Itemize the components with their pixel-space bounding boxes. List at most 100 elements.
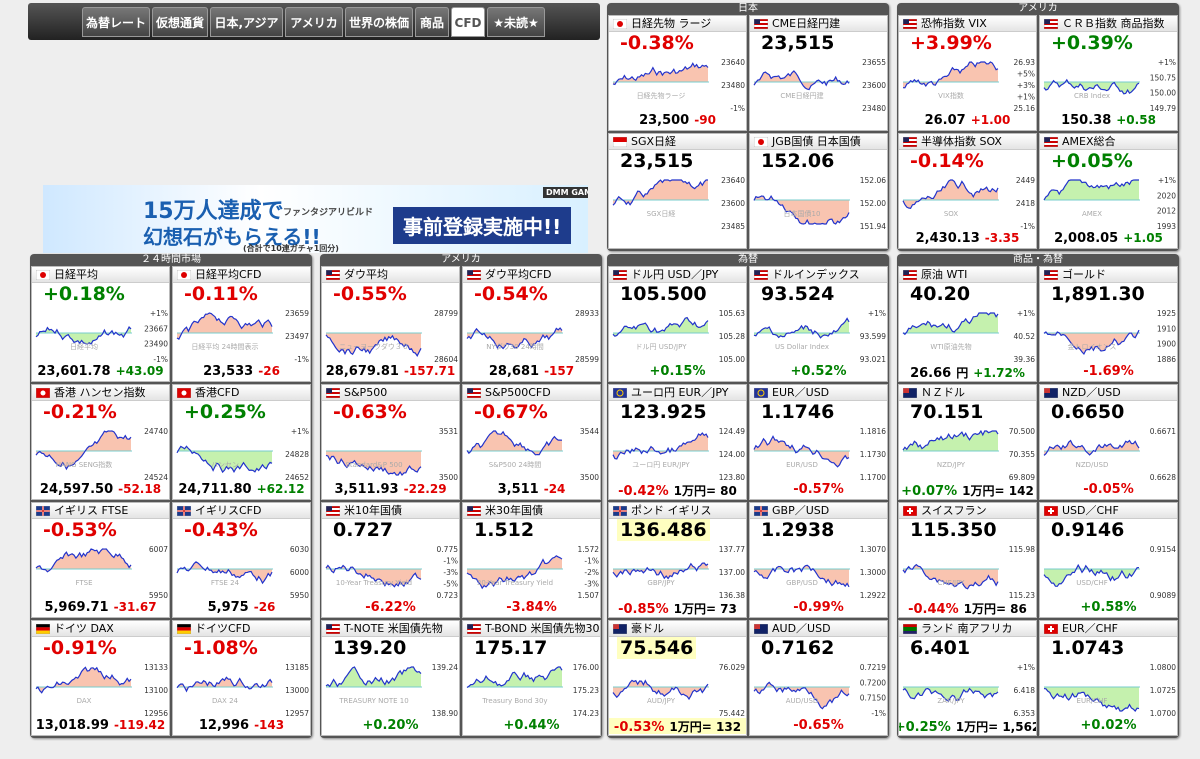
flag-part [617, 21, 623, 27]
tile-head: 93.524 [761, 283, 835, 305]
tab[interactable]: 仮想通貨 [152, 7, 208, 37]
axis-label: 23480 [862, 104, 886, 112]
flag [903, 270, 917, 280]
tile[interactable]: FTSE 6007 5950 イギリス FTSE -0.53% 5,969.71 -31.6… [31, 502, 170, 618]
tile[interactable]: AUD/USD 0.7219 0.7200 0.7150 -1% AUD／USD 0.716… [749, 620, 888, 736]
tile[interactable]: 日経平均 24時間表示 23659 23497 -1% 日経平均CFD -0.11% 23,… [172, 266, 311, 382]
foot-text: -0.65% [793, 718, 844, 733]
flag-part [754, 19, 760, 24]
tab[interactable]: ★未読★ [487, 7, 545, 37]
tile[interactable]: NYダウ30 24時間 28933 28599 ダウ平均CFD -0.54% 28,681… [462, 266, 601, 382]
flag [613, 506, 627, 516]
flag [754, 270, 768, 280]
tile[interactable]: VIX指数 26.93 +5% +3% +1% 25.16 恐怖指数 VIX +3.99% 26… [898, 15, 1037, 131]
tile[interactable]: AMEX +1% 2020 2012 1993 AMEX総合 +0.05% 2,008.05 +… [1039, 133, 1178, 249]
tile[interactable]: ZAR/JPY +1% 6.418 6.353 ランド 南アフリカ 6.401 +0.25%… [898, 620, 1037, 736]
tab[interactable]: 世界の株価 [345, 7, 413, 37]
chart-watermark: HANG SENG指数 [56, 460, 112, 469]
tile[interactable]: TREASURY NOTE 10 139.24 138.90 T-NOTE 米国債先物… [321, 620, 460, 736]
sparkline: US Dollar Index +1% 93.599 93.021 [753, 309, 886, 363]
axis-label: 0.7219 [860, 663, 886, 672]
foot-text: -0.57% [793, 482, 844, 497]
tab[interactable]: アメリカ [285, 7, 343, 37]
tile[interactable]: ユーロ円 EUR/JPY 124.49 124.00 123.80 ユーロ円 EUR／J… [608, 384, 747, 500]
tile[interactable]: NZD/JPY 70.500 70.355 69.809 ＮＺドル 70.151 +0.07… [898, 384, 1037, 500]
tab[interactable]: 日本,アジア [210, 7, 283, 37]
tile[interactable]: CHF/JPY 115.98 115.23 スイスフラン 115.350 -0.44% 1万… [898, 502, 1037, 618]
sparkline: 金トロイオンス 1925 1910 1900 1886 [1043, 309, 1176, 363]
tile[interactable]: HANG SENG指数 24740 24524 香港 ハンセン指数 -0.21% 24,5… [31, 384, 170, 500]
tile[interactable]: FTSE 24 6030 6000 5950 イギリスCFD -0.43% 5,975 -26 [172, 502, 311, 618]
tile[interactable]: DAX 24 13185 13000 12957 ドイツCFD -1.08% 12,996-… [172, 620, 311, 736]
axis-label: 40.52 [1014, 332, 1036, 341]
axis-label: 138.90 [432, 709, 458, 717]
tile[interactable]: 日本国債10 152.06 152.00 151.94 JGB国債 日本国債 152.06 [749, 133, 888, 249]
tile-name: 日経平均 [32, 267, 169, 283]
flag-part [754, 19, 768, 21]
axis-label: 23600 [862, 81, 886, 90]
axis-label: -3% [584, 580, 599, 589]
foot-text: -52.18 [118, 482, 162, 496]
tab[interactable]: 為替レート [82, 7, 150, 37]
tile[interactable]: GBP/USD 1.3070 1.3000 1.2922 GBP／USD 1.2938 -0… [749, 502, 888, 618]
tile[interactable]: ハンセン +1% 24828 24652 香港CFD +0.25% 24,711.80 +62… [172, 384, 311, 500]
tile[interactable]: EUR/USD 1.1816 1.1730 1.1700 EUR／USD 1.1746 -0… [749, 384, 888, 500]
tile-foot: -0.85% 1万円= 73 [609, 600, 746, 617]
flag-part [467, 506, 481, 508]
tile[interactable]: CRB Index +1% 150.75 150.00 149.79 ＣＲＢ指数 商品指数… [1039, 15, 1178, 131]
flag-part [467, 388, 473, 393]
axis-label: 24524 [144, 473, 168, 481]
tile[interactable]: ドル円 USD/JPY 105.63 105.28 105.00 ドル円 USD／JPY… [608, 266, 747, 382]
tile[interactable]: GBP/JPY 137.77 137.00 136.38 ポンド イギリス 136.486… [608, 502, 747, 618]
tile[interactable]: SOX 2449 2418 -1% 半導体指数 SOX -0.14% 2,430.13 -3.… [898, 133, 1037, 249]
sparkline-line [753, 681, 850, 710]
flag [36, 270, 50, 280]
tile[interactable]: EUR/CHF 1.0800 1.0725 1.0700 EUR／CHF 1.0743 +0… [1039, 620, 1178, 736]
tile[interactable]: SGX日経 23640 23600 23485 SGX日経 23,515 [608, 133, 747, 249]
axis-label: 137.77 [719, 545, 745, 554]
tile-name: AUD／USD [750, 621, 887, 637]
tile[interactable]: NZD/USD 0.6671 0.6628 NZD／USD 0.6650 -0.05% [1039, 384, 1178, 500]
ad-banner[interactable]: 15万人達成で 幻想石がもらえる!! (合計で10連ガチャ1回分) ファンタジアリビル… [43, 185, 588, 253]
tile[interactable]: S&P500 24時間 3544 3500 S&P500CFD -0.67% 3,511-… [462, 384, 601, 500]
axis-label: 70.355 [1009, 450, 1035, 459]
tile[interactable]: WTI原油先物 +1% 40.52 39.36 原油 WTI 40.20 26.66 円 +1.… [898, 266, 1037, 382]
sparkline-line [466, 666, 563, 688]
flag-part [903, 270, 917, 272]
axis-label: 26.93 [1014, 58, 1036, 67]
tile[interactable]: 日経平均 +1% 23667 23490 -1% 日経平均 +0.18% 23,601.78 +… [31, 266, 170, 382]
tile-head: 175.17 [474, 637, 548, 659]
tile[interactable]: 金トロイオンス 1925 1910 1900 1886 ゴールド 1,891.30 -1.69… [1039, 266, 1178, 382]
tile[interactable]: US Dollar Index +1% 93.599 93.021 ドルインデックス 93… [749, 266, 888, 382]
axis-label: 0.6628 [1150, 473, 1176, 481]
tile-name: T-BOND 米国債先物30年 [463, 621, 600, 637]
flag [903, 137, 917, 147]
tile[interactable]: 日経先物ラージ 23640 23480 -1% 日経先物 ラージ -0.38% 23,500… [608, 15, 747, 131]
tile[interactable]: Standard&P 500 3531 3500 S&P500 -0.63% 3,511.… [321, 384, 460, 500]
sparkline-area [754, 682, 849, 709]
tab[interactable]: 商品 [415, 7, 449, 37]
tile[interactable]: 30-Year Treasury Yield 1.572 -1% -2% -3% 1.50… [462, 502, 601, 618]
axis-label: 105.63 [719, 309, 745, 318]
flag-part [181, 272, 187, 278]
panel: アメリカ VIX指数 26.93 +5% +3% +1% 25.16 恐怖指数 VIX +3.9… [897, 3, 1179, 251]
foot-text: +43.09 [115, 364, 164, 378]
flag [326, 270, 340, 280]
foot-text: -22.29 [403, 482, 447, 496]
axis-label: 1.572 [578, 545, 600, 554]
tile-foot: 150.38 +0.58 [1040, 113, 1177, 129]
tile-name: CME日経円建 [750, 16, 887, 32]
tile[interactable]: Treasury Bond 30y 176.00 175.23 174.23 T-BON… [462, 620, 601, 736]
tab[interactable]: CFD [451, 7, 485, 37]
tile[interactable]: USD/CHF 0.9154 0.9089 USD／CHF 0.9146 +0.58% [1039, 502, 1178, 618]
chart-watermark: VIX指数 [938, 91, 964, 100]
chart-watermark: NZD/USD [1076, 461, 1109, 469]
tile[interactable]: AUD/JPY 76.029 75.442 豪ドル 75.546 -0.53% 1万円= 1… [608, 620, 747, 736]
tile[interactable]: DAX 13133 13100 12956 ドイツ DAX -0.91% 13,018.99… [31, 620, 170, 736]
tile[interactable]: ニューヨークダウ３０ 28799 28604 ダウ平均 -0.55% 28,679.81-… [321, 266, 460, 382]
tile[interactable]: CME日経円建 23655 23600 23480 CME日経円建 23,515 [749, 15, 888, 131]
tile[interactable]: 10-Year Treasury Yield 0.775 -1% -3% -5% 0.72… [321, 502, 460, 618]
axis-label: 24828 [285, 450, 309, 459]
tile-head: 115.350 [910, 519, 997, 541]
sparkline: NYダウ30 24時間 28933 28599 [466, 309, 599, 363]
